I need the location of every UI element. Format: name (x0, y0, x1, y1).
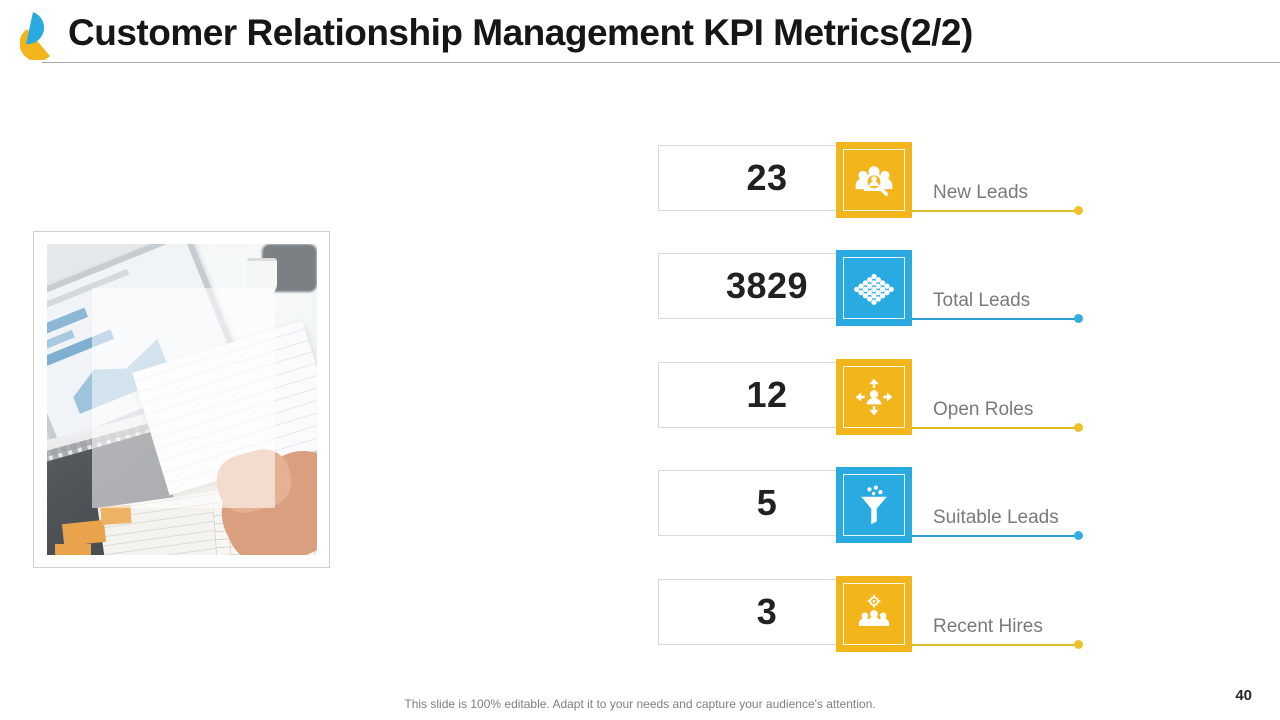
kpi-row-suitable-leads: 5 Suitable Leads (658, 467, 1093, 547)
kpi-row-total-leads: 3829 Total Leads (658, 250, 1093, 330)
kpi-label: Suitable Leads (933, 507, 1059, 528)
kpi-connector-line (893, 210, 1081, 212)
kpi-connector-dot (1074, 640, 1083, 649)
footer-note: This slide is 100% editable. Adapt it to… (404, 697, 876, 711)
kpi-connector-line (893, 644, 1081, 646)
sticky-note-shape (55, 544, 91, 555)
kpi-value: 12 (746, 374, 788, 415)
kpi-row-open-roles: 12 Open Roles (658, 359, 1093, 439)
kpi-connector-line (893, 535, 1081, 537)
kpi-connector-dot (1074, 423, 1083, 432)
laptop-desk-photo (47, 244, 317, 555)
kpi-value: 23 (746, 157, 788, 198)
dot-cluster-icon (836, 250, 912, 326)
photo-frame (33, 231, 330, 568)
kpi-row-recent-hires: 3 Recent Hires (658, 576, 1093, 656)
kpi-connector-line (893, 427, 1081, 429)
page-number: 40 (1235, 687, 1252, 704)
kpi-label: Total Leads (933, 290, 1031, 311)
funnel-icon (836, 467, 912, 543)
kpi-connector-dot (1074, 206, 1083, 215)
people-search-icon (836, 142, 912, 218)
brand-logo-icon (20, 12, 50, 60)
kpi-value: 3 (756, 591, 778, 632)
person-arrows-icon (836, 359, 912, 435)
title-divider (42, 62, 1280, 63)
kpi-value: 5 (756, 482, 778, 523)
photo-overlay-rectangle (92, 288, 275, 508)
team-target-icon (836, 576, 912, 652)
kpi-label: New Leads (933, 182, 1029, 203)
kpi-row-new-leads: 23 New Leads (658, 142, 1093, 222)
kpi-connector-line (893, 318, 1081, 320)
slide-title: Customer Relationship Management KPI Met… (68, 12, 973, 53)
kpi-value: 3829 (725, 265, 809, 306)
kpi-connector-dot (1074, 531, 1083, 540)
kpi-connector-dot (1074, 314, 1083, 323)
sticky-note-shape (61, 519, 107, 547)
kpi-label: Recent Hires (933, 616, 1043, 637)
kpi-label: Open Roles (933, 399, 1034, 420)
